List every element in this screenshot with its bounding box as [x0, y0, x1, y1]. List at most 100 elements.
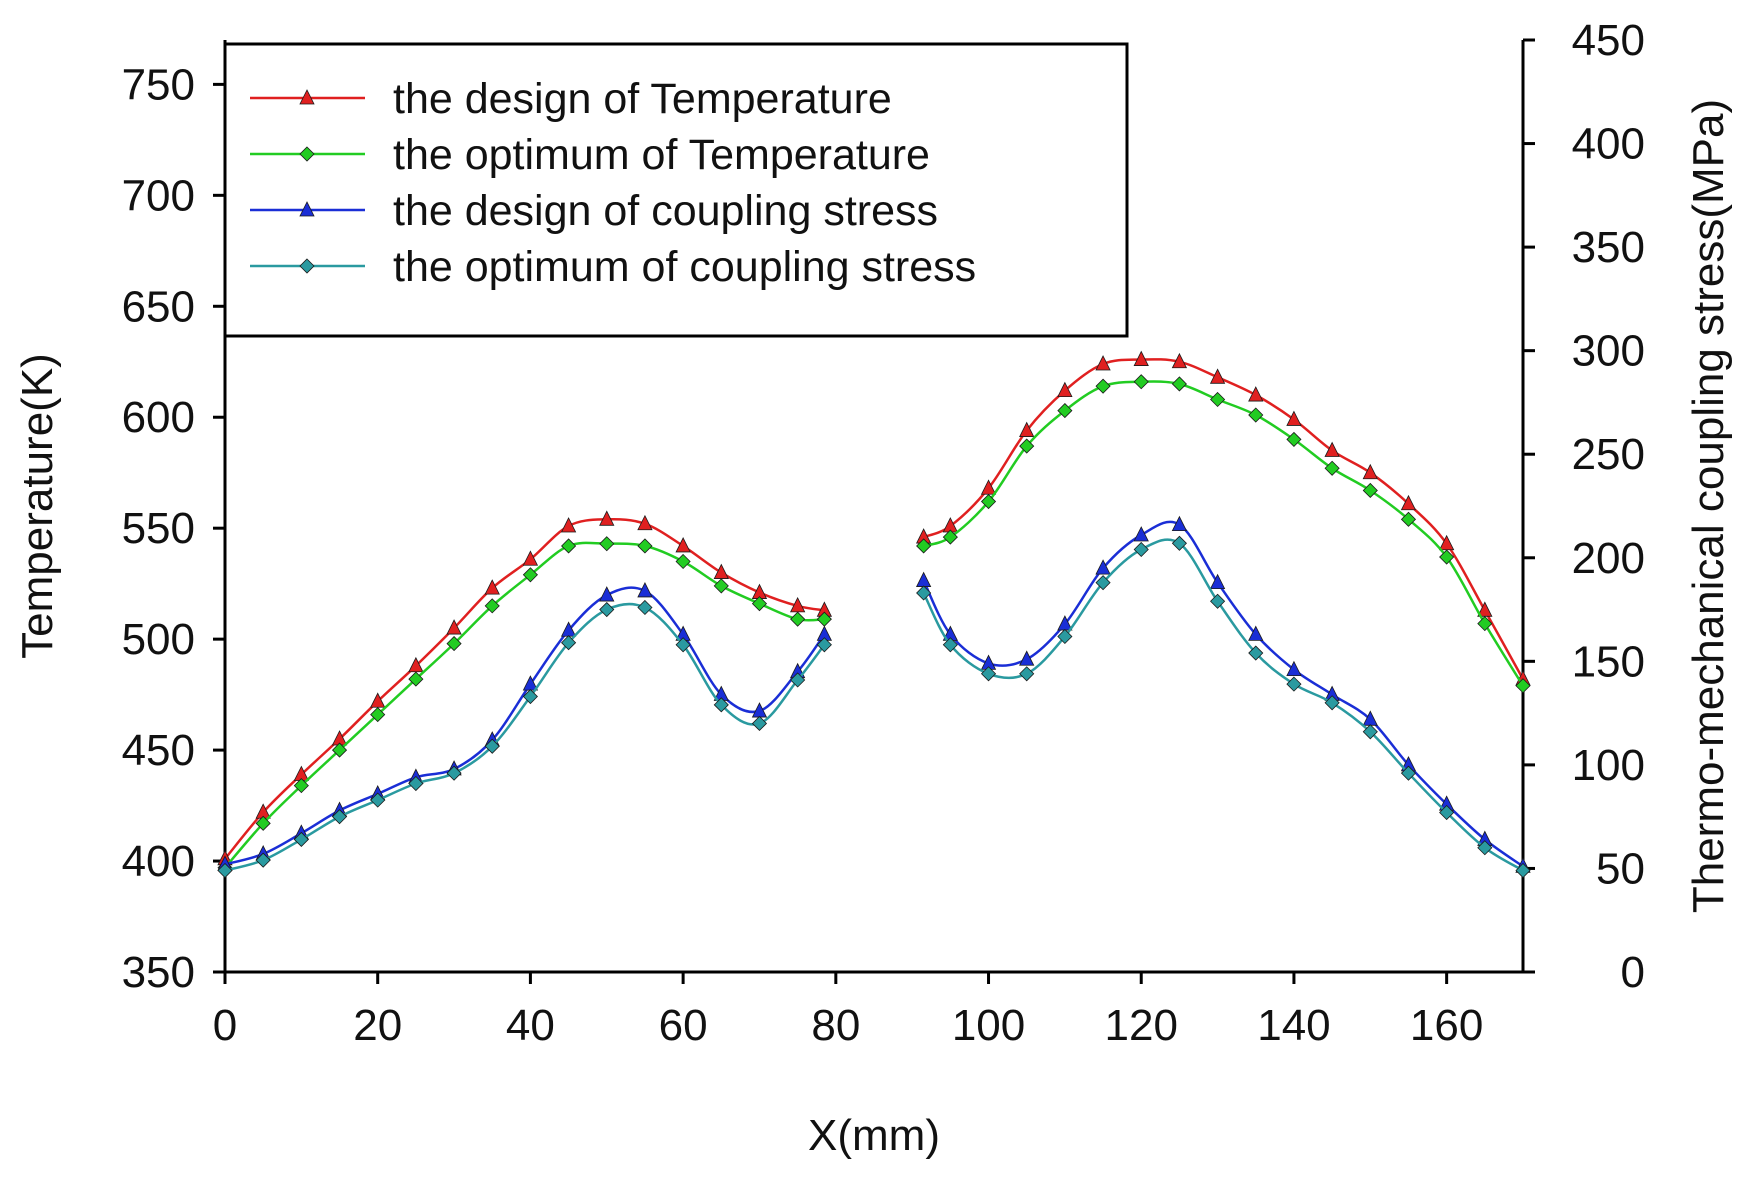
data-point — [675, 553, 691, 570]
data-point — [1515, 862, 1531, 879]
data-point — [1133, 350, 1149, 366]
legend-label: the design of Temperature — [393, 75, 892, 123]
data-point — [1400, 494, 1417, 511]
data-point — [1209, 573, 1226, 590]
data-point — [1171, 352, 1188, 369]
legend-items: the design of Temperature the optimum of … — [250, 75, 976, 291]
series-layer — [217, 350, 1531, 879]
y-left-tick-label: 550 — [122, 504, 195, 553]
data-point — [1133, 541, 1149, 558]
legend-entry-2: the optimum of Temperature — [250, 131, 930, 179]
data-point — [637, 599, 653, 616]
data-point — [915, 571, 932, 587]
legend-entry-1: the design of Temperature — [250, 75, 892, 123]
data-point — [446, 619, 462, 635]
data-point — [408, 671, 424, 687]
y-left-tick-label: 650 — [122, 282, 195, 331]
series-line — [923, 380, 1525, 687]
data-point — [1248, 407, 1264, 423]
series-2 — [217, 374, 1531, 876]
y-left-tick-label: 750 — [122, 60, 195, 109]
data-point — [1248, 645, 1264, 661]
data-point — [675, 637, 691, 653]
data-point — [1477, 840, 1493, 856]
data-point — [599, 536, 615, 552]
data-point — [1362, 710, 1378, 726]
data-point — [1477, 616, 1493, 632]
data-point — [1210, 391, 1226, 408]
y-left-tick-label: 600 — [122, 393, 195, 442]
data-point — [522, 688, 538, 705]
data-point — [1286, 410, 1302, 426]
x-tick-label: 80 — [811, 1001, 860, 1050]
data-point — [637, 582, 653, 598]
legend-label: the design of coupling stress — [393, 187, 938, 235]
y-left-tick-label: 400 — [122, 837, 195, 886]
y-right-tick-label: 300 — [1572, 327, 1645, 376]
data-point — [1439, 804, 1455, 821]
y-right-tick-label: 150 — [1572, 637, 1645, 686]
y-left-axis-title: Temperature(K) — [13, 353, 62, 659]
data-point — [1209, 368, 1226, 384]
data-point — [1324, 441, 1340, 457]
x-tick-label: 60 — [659, 1001, 708, 1050]
legend-box — [223, 42, 1129, 338]
data-point — [293, 778, 309, 794]
data-point — [1248, 386, 1264, 402]
data-point — [217, 862, 233, 879]
data-point — [408, 775, 424, 792]
y-left-tick-label: 500 — [122, 615, 195, 664]
data-point — [1095, 378, 1111, 394]
data-point — [1171, 515, 1188, 532]
data-point — [1057, 381, 1073, 398]
legend-entry-3: the design of coupling stress — [250, 187, 938, 235]
data-point — [816, 637, 832, 653]
x-tick-label: 160 — [1410, 1001, 1483, 1050]
data-point — [370, 792, 386, 808]
x-tick-label: 140 — [1257, 1001, 1330, 1050]
y-left-tick-label: 700 — [122, 171, 195, 220]
data-point — [980, 666, 997, 682]
data-point — [255, 815, 271, 831]
y-right-tick-label: 450 — [1572, 16, 1645, 65]
data-point — [1362, 482, 1378, 499]
data-point — [1057, 403, 1073, 419]
data-point — [1133, 374, 1149, 390]
data-point — [637, 514, 653, 531]
legend-entry-4: the optimum of coupling stress — [250, 243, 976, 291]
data-point — [751, 596, 768, 612]
data-point — [255, 852, 271, 868]
data-point — [916, 585, 932, 601]
legend-label: the optimum of coupling stress — [393, 243, 976, 291]
data-point — [1171, 376, 1187, 392]
y-right-tick-label: 250 — [1572, 430, 1645, 479]
y-right-tick-label: 350 — [1572, 223, 1645, 272]
series-line — [922, 520, 1524, 868]
data-point — [1133, 526, 1149, 542]
data-point — [1019, 666, 1035, 682]
y-left-tick-label: 350 — [122, 948, 195, 997]
data-point — [1286, 676, 1302, 692]
data-point — [446, 765, 462, 781]
series-1 — [217, 350, 1531, 866]
data-point — [599, 601, 615, 618]
data-point — [942, 637, 958, 653]
legend-marker-icon — [299, 89, 315, 105]
x-tick-label: 40 — [506, 1001, 555, 1050]
data-point — [675, 537, 691, 553]
data-point — [484, 579, 500, 595]
y-right-tick-label: 0 — [1621, 948, 1645, 997]
data-point — [599, 510, 615, 526]
data-point — [1095, 559, 1111, 575]
data-point — [713, 697, 729, 713]
data-point — [561, 538, 577, 554]
y-right-axis-title: Thermo-mechanical coupling stress(MPa) — [1684, 99, 1733, 913]
data-point — [1171, 535, 1187, 551]
series-4 — [217, 535, 1531, 879]
data-point — [1095, 575, 1111, 591]
data-point — [331, 809, 348, 825]
data-point — [484, 598, 500, 614]
data-point — [1057, 628, 1073, 645]
y-right-tick-label: 100 — [1572, 741, 1645, 790]
